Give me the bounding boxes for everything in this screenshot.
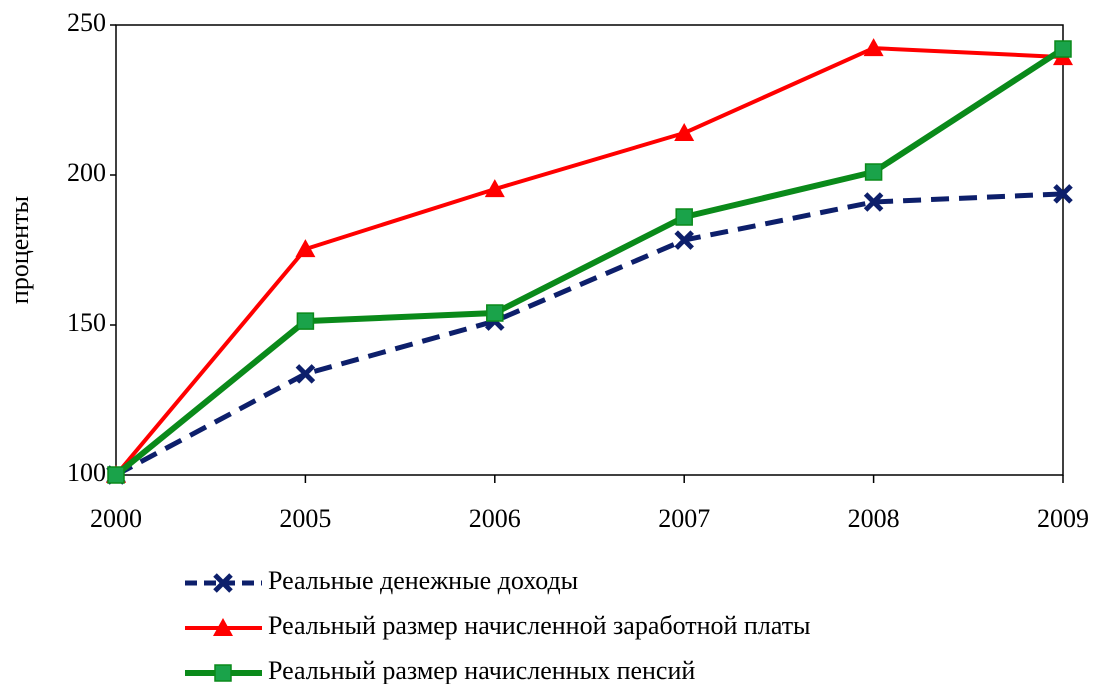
legend-marker: [213, 573, 233, 593]
y-tick-label: 100: [67, 458, 106, 487]
y-axis-label: проценты: [5, 196, 34, 304]
x-tick-label: 2009: [1037, 504, 1089, 533]
marker-square: [107, 466, 125, 484]
x-tick-label: 2007: [658, 504, 710, 533]
marker-square: [675, 208, 693, 226]
marker-x: [1053, 184, 1073, 204]
y-tick-label: 250: [67, 8, 106, 37]
legend-label: Реальный размер начисленных пенсий: [268, 656, 695, 684]
x-tick-label: 2005: [279, 504, 331, 533]
series-line: [114, 46, 1064, 477]
marker-square: [486, 304, 504, 322]
marker-triangle: [863, 38, 884, 57]
x-tick-label: 2008: [848, 504, 900, 533]
marker-x: [295, 364, 316, 384]
marker-triangle: [484, 179, 505, 198]
x-tick-label: 2000: [90, 504, 142, 533]
x-tick-label: 2006: [469, 504, 521, 533]
legend-marker: [213, 618, 233, 636]
legend-label: Реальный размер начисленной заработной п…: [268, 611, 811, 640]
series-line: [114, 46, 1065, 478]
plot-frame: [115, 24, 1064, 476]
series-line: [114, 191, 1064, 478]
marker-square: [1054, 40, 1072, 58]
legend-label: Реальные денежные доходы: [268, 566, 578, 595]
marker-square: [864, 163, 883, 181]
marker-triangle: [295, 239, 316, 258]
y-tick-label: 150: [67, 308, 106, 337]
marker-triangle: [674, 123, 695, 141]
y-tick-label: 200: [67, 158, 106, 187]
marker-square: [296, 312, 315, 330]
legend-marker: [214, 664, 232, 682]
marker-x: [674, 230, 694, 250]
marker-x: [863, 192, 884, 212]
